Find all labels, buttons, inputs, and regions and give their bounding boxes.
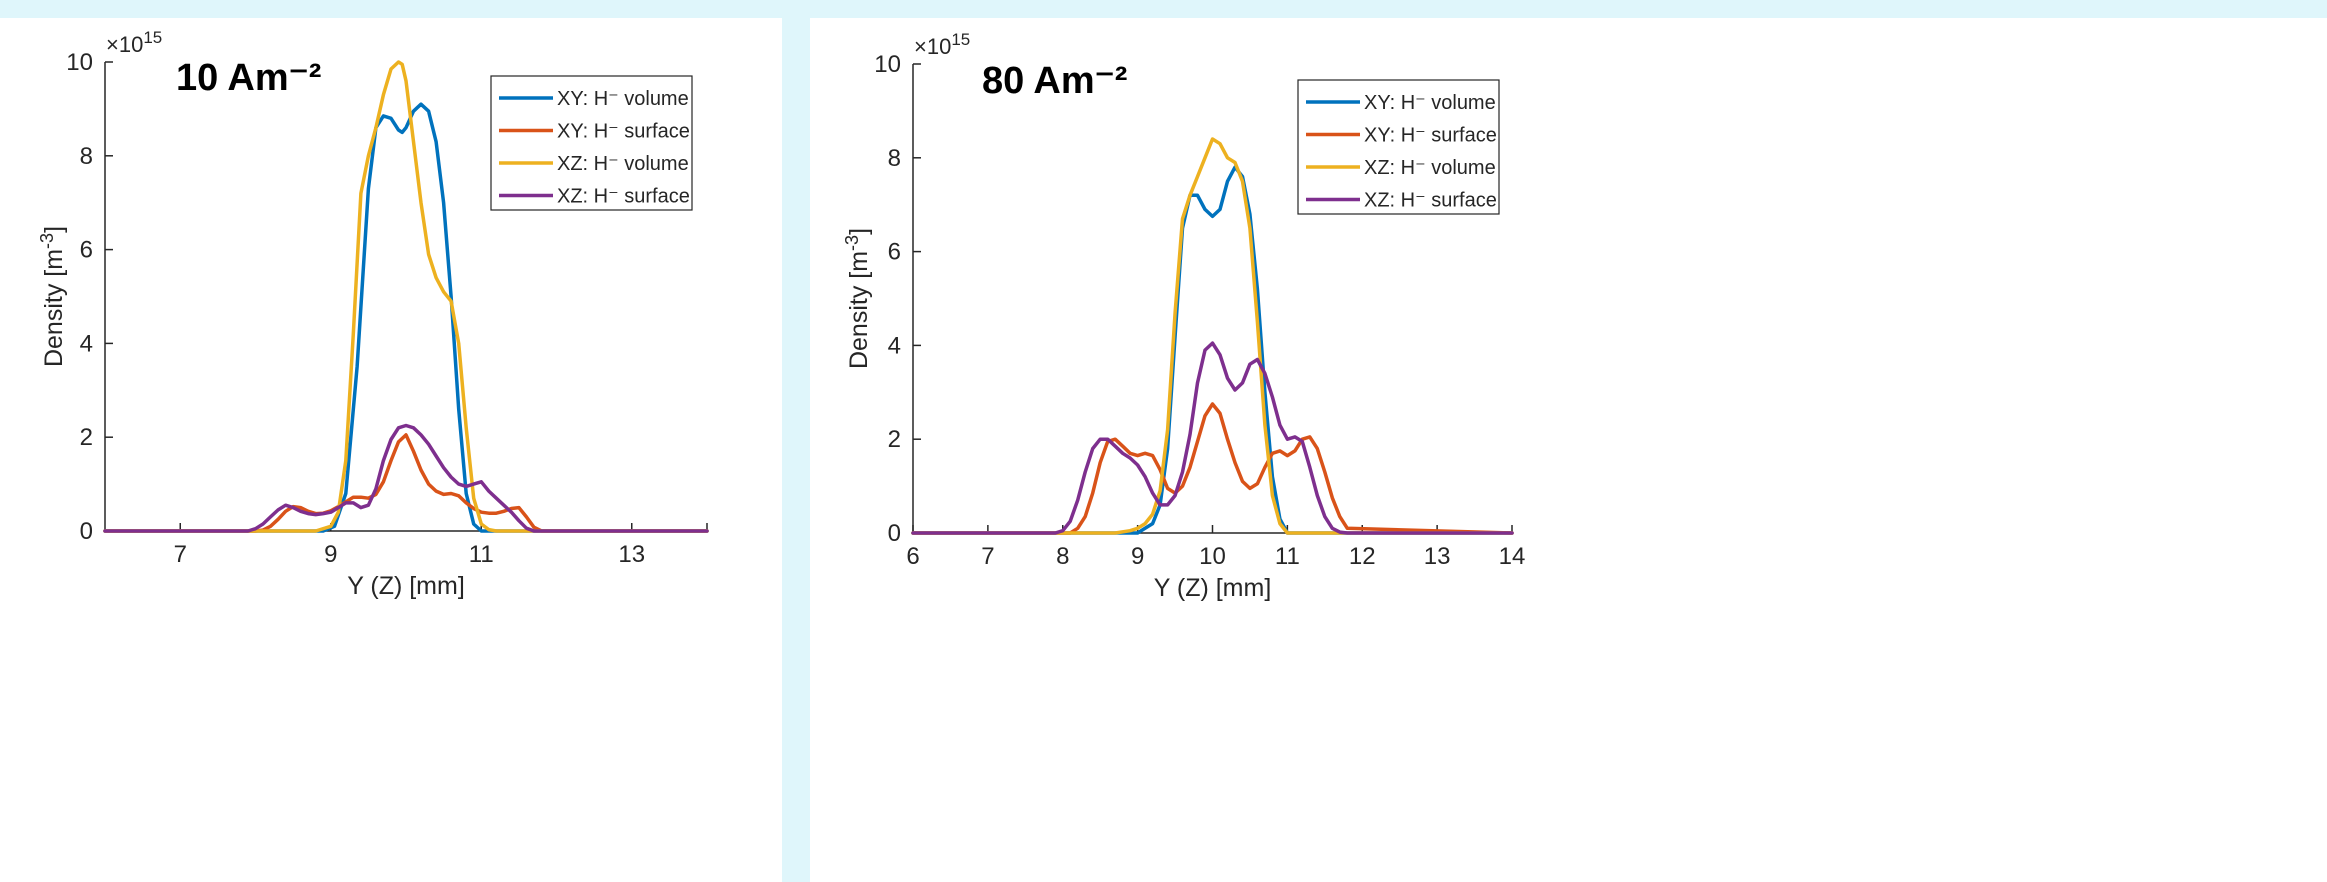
series-line-0: [911, 165, 1514, 535]
y-exponent-power: 15: [143, 28, 162, 47]
y-tick-label: 2: [80, 424, 93, 451]
y-axis-label: Density [m-3]: [37, 226, 68, 367]
current-density-annotation: 80 Am⁻²: [982, 60, 1127, 102]
y-tick-label: 8: [888, 145, 901, 172]
y-exponent-power: 15: [951, 30, 970, 49]
x-axis-label: Y (Z) [mm]: [347, 572, 465, 600]
legend-entry-1: XY: H⁻ surface: [1364, 125, 1497, 147]
y-axis-label-close: ]: [845, 228, 873, 235]
y-exponent-label: ×1015: [914, 30, 970, 59]
legend-entry-3: XZ: H⁻ surface: [557, 186, 690, 208]
series-line-3: [911, 341, 1514, 535]
current-density-annotation: 10 Am⁻²: [176, 57, 321, 99]
chart-0: 0 2 4 6 8 10 7 9 11 13 ×1015 Density [m-3] Y (Z) [mm…: [37, 28, 709, 600]
y-tick-label: 4: [80, 330, 93, 357]
x-tick-label: 9: [324, 541, 337, 568]
x-tick-label: 13: [1424, 543, 1451, 570]
y-tick-label: 2: [888, 426, 901, 453]
x-tick-label: 12: [1349, 543, 1376, 570]
series-line-2: [911, 137, 1514, 535]
x-tick-label: 8: [1056, 543, 1069, 570]
x-tick-label: 6: [906, 543, 919, 570]
x-tick-label: 14: [1499, 543, 1526, 570]
y-tick-label: 10: [66, 49, 93, 76]
legend-entry-2: XZ: H⁻ volume: [557, 153, 689, 175]
x-tick-label: 13: [618, 541, 645, 568]
y-tick-label: 0: [80, 518, 93, 545]
x-tick-label: 11: [1275, 543, 1300, 570]
y-axis-label-exp: -3: [842, 235, 862, 251]
y-exponent-base: ×10: [914, 34, 951, 59]
y-tick-label: 8: [80, 143, 93, 170]
series-line-0: [103, 102, 709, 533]
x-tick-label: 10: [1199, 543, 1226, 570]
legend-entry-0: XY: H⁻ volume: [1364, 92, 1496, 114]
x-axis-label: Y (Z) [mm]: [1154, 574, 1272, 602]
y-axis-label-main: Density [m: [845, 251, 873, 369]
x-tick-label: 9: [1131, 543, 1144, 570]
legend-entry-2: XZ: H⁻ volume: [1364, 157, 1496, 179]
y-tick-label: 6: [80, 237, 93, 264]
legend-entry-0: XY: H⁻ volume: [557, 88, 689, 110]
y-tick-label: 4: [888, 332, 901, 359]
legend-entry-1: XY: H⁻ surface: [557, 121, 690, 143]
series-line-1: [103, 433, 709, 533]
y-tick-label: 0: [888, 520, 901, 547]
x-tick-label: 11: [469, 541, 494, 568]
chart-panel-right: [810, 18, 2327, 882]
y-exponent-label: ×1015: [106, 28, 162, 57]
y-tick-label: 6: [888, 239, 901, 266]
y-axis-label-main: Density [m: [40, 249, 68, 367]
y-axis-label-close: ]: [40, 226, 68, 233]
legend-entry-3: XZ: H⁻ surface: [1364, 190, 1497, 212]
y-axis-label-exp: -3: [37, 233, 57, 249]
x-tick-label: 7: [981, 543, 994, 570]
y-axis-label: Density [m-3]: [842, 228, 873, 369]
series-line-1: [911, 402, 1514, 535]
x-tick-label: 7: [174, 541, 187, 568]
y-exponent-base: ×10: [106, 32, 143, 57]
y-tick-label: 10: [874, 51, 901, 78]
chart-1: 0 2 4 6 8 10 6 7 8 9 10 11 12 13 14 ×1015 Density [m-3] Y…: [842, 30, 1525, 602]
series-line-2: [103, 60, 709, 533]
series-line-3: [103, 423, 709, 533]
